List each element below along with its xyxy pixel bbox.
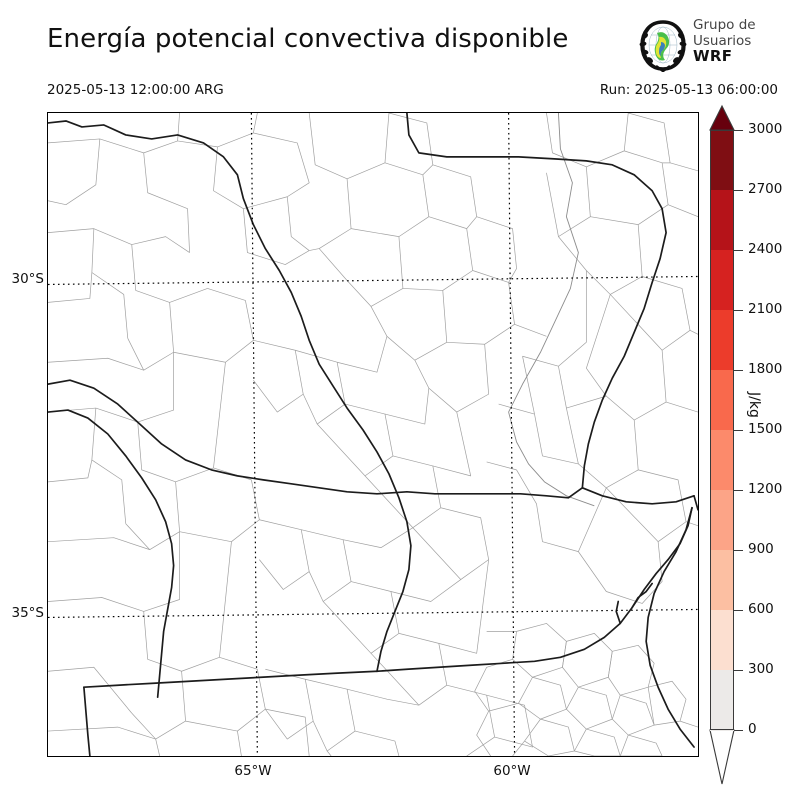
colorbar-tick-mark bbox=[734, 430, 743, 432]
valid-time-label: 2025-05-13 12:00:00 ARG bbox=[47, 82, 224, 98]
ytick-30S: 30°S bbox=[11, 271, 45, 287]
colorbar-band bbox=[710, 130, 734, 191]
colorbar-under-arrow bbox=[709, 729, 735, 785]
colorbar-band bbox=[710, 610, 734, 671]
colorbar-tick-mark bbox=[734, 190, 743, 192]
colorbar-tick-label: 1200 bbox=[748, 481, 783, 497]
province-boundaries bbox=[48, 113, 698, 756]
ytick-35S: 35°S bbox=[11, 605, 45, 621]
logo-line-3: WRF bbox=[693, 47, 733, 65]
colorbar-tick-label: 2100 bbox=[748, 301, 783, 317]
map-panel[interactable] bbox=[47, 112, 699, 757]
colorbar-tick-label: 2400 bbox=[748, 241, 783, 257]
wrf-logo-text: Grupo de Usuarios WRF bbox=[693, 17, 797, 74]
colorbar[interactable] bbox=[710, 130, 734, 731]
xtick-65W: 65°W bbox=[234, 763, 272, 779]
wrf-globe-emblem-icon bbox=[639, 20, 687, 72]
run-time-label: Run: 2025-05-13 06:00:00 bbox=[599, 82, 778, 98]
colorbar-tick-mark bbox=[734, 130, 743, 132]
gridlines bbox=[48, 113, 698, 756]
colorbar-tick-mark bbox=[734, 250, 743, 252]
gridline-lon-65W bbox=[250, 113, 258, 756]
colorbar-tick-mark bbox=[734, 370, 743, 372]
colorbar-tick-label: 1800 bbox=[748, 361, 783, 377]
colorbar-tick-mark bbox=[734, 490, 743, 492]
colorbar-band bbox=[710, 430, 734, 491]
colorbar-tick-mark bbox=[734, 310, 743, 312]
logo-line-1: Grupo de bbox=[693, 17, 756, 33]
colorbar-tick-mark bbox=[734, 610, 743, 612]
colorbar-band bbox=[710, 550, 734, 611]
colorbar-tick-label: 2700 bbox=[748, 181, 783, 197]
colorbar-tick-mark bbox=[734, 730, 743, 732]
colorbar-tick-label: 0 bbox=[748, 721, 757, 737]
logo-line-2: Usuarios bbox=[693, 32, 752, 49]
department-boundaries bbox=[48, 113, 698, 756]
colorbar-tick-label: 3000 bbox=[748, 121, 783, 137]
colorbar-unit-label: J/kg bbox=[746, 392, 762, 418]
wrf-logo: Grupo de Usuarios WRF bbox=[637, 17, 797, 74]
colorbar-tick-label: 600 bbox=[748, 601, 774, 617]
xtick-60W: 60°W bbox=[493, 763, 531, 779]
colorbar-band bbox=[710, 370, 734, 431]
colorbar-band bbox=[710, 190, 734, 251]
colorbar-tick-label: 1500 bbox=[748, 421, 783, 437]
colorbar-band bbox=[710, 490, 734, 551]
rivers bbox=[508, 113, 595, 507]
gridline-lat-35S bbox=[48, 608, 698, 619]
page-title: Energía potencial convectiva disponible bbox=[47, 24, 569, 54]
colorbar-tick-mark bbox=[734, 670, 743, 672]
colorbar-tick-label: 300 bbox=[748, 661, 774, 677]
colorbar-tick-label: 900 bbox=[748, 541, 774, 557]
colorbar-over-arrow bbox=[709, 104, 735, 131]
colorbar-tick-mark bbox=[734, 550, 743, 552]
colorbar-band bbox=[710, 250, 734, 311]
colorbar-band bbox=[710, 670, 734, 731]
colorbar-band bbox=[710, 310, 734, 371]
map-geometry bbox=[48, 113, 698, 756]
gridline-lat-30S bbox=[48, 275, 698, 286]
